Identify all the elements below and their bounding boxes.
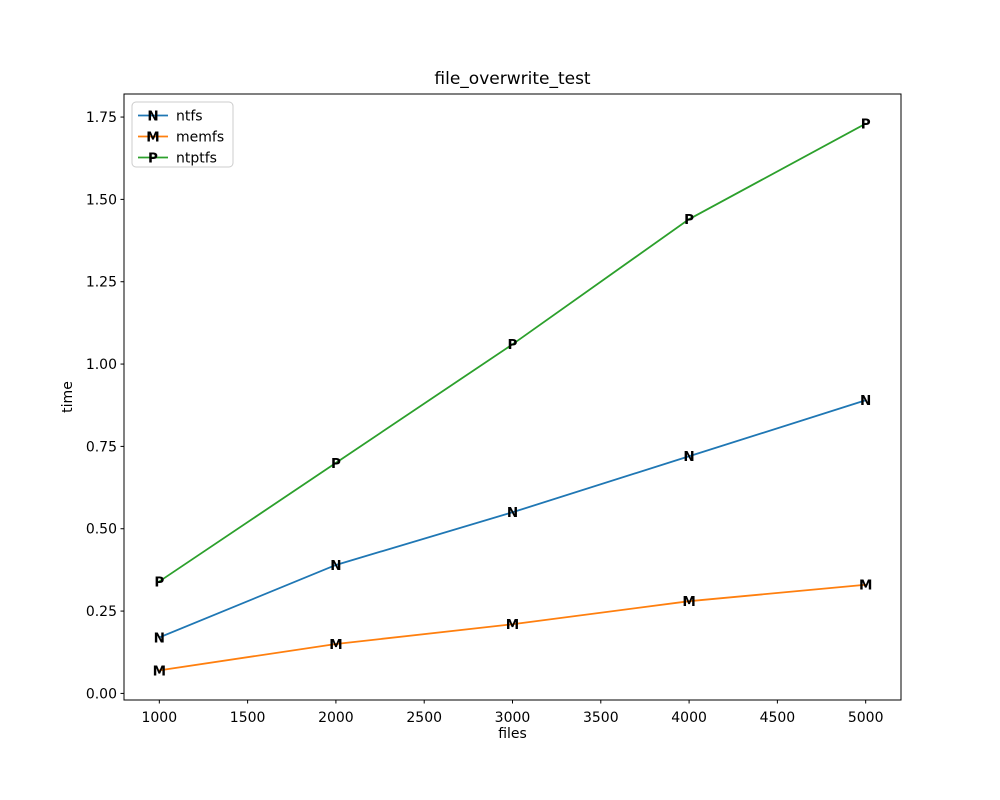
y-tick-label: 0.00: [86, 686, 117, 702]
series-line-ntptfs: [158, 122, 867, 583]
x-tick-label: 1500: [230, 710, 266, 726]
y-tick-label: 1.75: [86, 110, 117, 126]
legend-marker-ntfs: N: [147, 108, 158, 124]
series-layer: N N N N N M M M M M P P P P P: [153, 117, 873, 680]
data-point-marker-ntptfs: P: [861, 117, 871, 133]
y-tick-label: 0.75: [86, 439, 117, 455]
data-point-marker-ntfs: N: [507, 505, 518, 521]
series-line-ntfs: [158, 399, 867, 639]
y-tick-label: 1.50: [86, 192, 117, 208]
legend-label-memfs: memfs: [176, 130, 224, 146]
legend-box: [131, 101, 234, 168]
data-point-marker-ntptfs: P: [331, 456, 341, 472]
x-axis-label: files: [498, 726, 527, 742]
tick-layer: 1000 1500 2000 2500 3000 3500 4000 4500 5000 0.00…: [86, 110, 884, 726]
x-tick-label: 4500: [760, 710, 796, 726]
plot-area: [124, 94, 901, 700]
data-point-marker-memfs: M: [682, 594, 695, 610]
legend-marker-ntptfs: P: [148, 150, 158, 166]
data-point-marker-ntptfs: P: [508, 337, 518, 353]
data-point-marker-ntfs: N: [330, 558, 341, 574]
data-point-marker-ntfs: N: [154, 630, 165, 646]
x-tick-label: 2000: [318, 710, 354, 726]
x-tick-label: 3000: [495, 710, 531, 726]
y-tick-label: 0.25: [86, 604, 117, 620]
y-tick-label: 0.50: [86, 522, 117, 538]
chart-title: file_overwrite_test: [434, 69, 591, 89]
data-point-marker-memfs: M: [506, 617, 519, 633]
y-axis-label: time: [60, 381, 76, 413]
series-line-memfs: [158, 583, 867, 672]
data-point-marker-ntptfs: P: [684, 212, 694, 228]
x-tick-label: 2500: [406, 710, 442, 726]
data-point-marker-ntfs: N: [860, 393, 871, 409]
data-point-marker-ntfs: N: [683, 449, 694, 465]
data-point-marker-memfs: M: [329, 637, 342, 653]
y-tick-label: 1.00: [86, 357, 117, 373]
legend-label-ntptfs: ntptfs: [176, 151, 217, 167]
data-point-marker-memfs: M: [153, 663, 166, 679]
x-tick-label: 4000: [671, 710, 707, 726]
data-point-marker-memfs: M: [859, 578, 872, 594]
y-tick-label: 1.25: [86, 275, 117, 291]
x-tick-label: 3500: [583, 710, 619, 726]
data-point-marker-ntptfs: P: [154, 574, 164, 590]
legend-marker-memfs: M: [146, 129, 159, 145]
x-tick-label: 1000: [141, 710, 177, 726]
legend-label-ntfs: ntfs: [176, 109, 203, 125]
x-tick-label: 5000: [848, 710, 884, 726]
